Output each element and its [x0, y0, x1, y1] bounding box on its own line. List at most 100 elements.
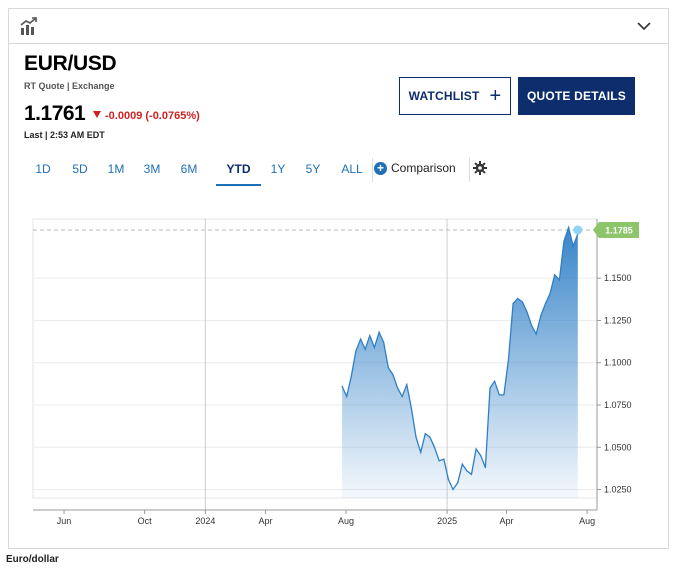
- y-tick-label: 1.0250: [604, 485, 632, 495]
- data-point: [359, 338, 362, 340]
- range-tab-5d[interactable]: 5D: [72, 162, 88, 176]
- data-point: [535, 333, 537, 335]
- data-point: [466, 470, 468, 472]
- data-point: [415, 436, 417, 438]
- range-tab-1m[interactable]: 1M: [107, 162, 125, 176]
- image-caption: Euro/dollar: [6, 554, 59, 565]
- range-tab-1y[interactable]: 1Y: [270, 162, 286, 176]
- x-tick-label: Aug: [338, 516, 354, 526]
- data-point: [387, 367, 389, 369]
- data-point: [396, 387, 399, 389]
- quote-details-label: QUOTE DETAILS: [526, 89, 627, 103]
- x-tick-label: 2024: [195, 516, 215, 526]
- data-point: [373, 346, 376, 349]
- quote-source: RT Quote | Exchange: [24, 81, 115, 91]
- comparison-label: Comparison: [391, 161, 456, 175]
- range-tab-5y[interactable]: 5Y: [305, 162, 321, 176]
- data-point: [572, 245, 574, 247]
- chart-axes: 1.0250 1.0500 1.0750 1.1000 1.1250 1.1500 Jun O…: [33, 219, 639, 526]
- chart-area: [341, 225, 583, 498]
- chevron-down-icon[interactable]: [636, 19, 652, 33]
- last-value-badge: [593, 221, 639, 238]
- data-point: [341, 385, 343, 387]
- chart-grid: [32, 218, 598, 510]
- data-point: [540, 314, 542, 316]
- range-tab-6m[interactable]: 6M: [180, 162, 198, 176]
- data-point: [521, 301, 523, 303]
- quote-details-button[interactable]: QUOTE DETAILS: [518, 77, 635, 115]
- data-point: [378, 331, 380, 333]
- gear-icon[interactable]: [473, 161, 487, 175]
- last-price: 1.1761: [24, 102, 86, 125]
- data-point: [420, 451, 422, 453]
- data-point: [429, 436, 431, 438]
- data-point: [401, 395, 403, 398]
- data-point: [494, 380, 496, 382]
- data-point: [526, 311, 528, 313]
- series-area: [342, 227, 578, 498]
- data-point: [461, 463, 463, 465]
- data-point: [452, 488, 454, 491]
- range-tab-3m[interactable]: 3M: [143, 162, 161, 176]
- data-point: [470, 473, 473, 475]
- last-update-time: Last | 2:53 AM EDT: [24, 130, 105, 140]
- data-point: [392, 373, 394, 376]
- range-tab-all[interactable]: ALL: [341, 162, 363, 176]
- symbol-title: EUR/USD: [24, 52, 117, 75]
- y-tick-label: 1.0500: [604, 442, 632, 452]
- data-point: [549, 292, 551, 294]
- data-point: [554, 274, 556, 276]
- data-point: [558, 279, 560, 281]
- plus-icon: +: [489, 85, 502, 107]
- data-point: [489, 387, 491, 389]
- data-point: [346, 395, 348, 398]
- watchlist-button[interactable]: WATCHLIST +: [399, 77, 511, 115]
- data-point: [507, 358, 510, 360]
- comparison-button[interactable]: + Comparison: [374, 161, 456, 175]
- range-tab-ytd[interactable]: YTD: [216, 158, 261, 186]
- data-point: [457, 482, 459, 484]
- data-point: [424, 433, 426, 435]
- data-point: [443, 458, 445, 460]
- data-point: [563, 240, 565, 242]
- x-tick-label: 2025: [437, 516, 457, 526]
- series-line: [341, 225, 579, 491]
- card-header: [9, 9, 668, 44]
- down-arrow-icon: [93, 111, 101, 118]
- y-tick-label: 1.1000: [604, 358, 632, 368]
- x-tick-label: Aug: [579, 516, 595, 526]
- divider: [372, 158, 373, 182]
- x-tick-label: Jun: [57, 516, 72, 526]
- watchlist-label: WATCHLIST: [408, 89, 480, 103]
- data-point: [484, 466, 486, 469]
- data-point: [406, 384, 408, 386]
- data-point: [531, 324, 533, 327]
- data-point: [480, 455, 482, 457]
- range-tab-1d[interactable]: 1D: [35, 162, 51, 176]
- last-value-label: 1.1785: [605, 225, 633, 235]
- data-point: [475, 448, 477, 450]
- x-tick-label: Apr: [500, 516, 514, 526]
- data-point: [350, 375, 352, 377]
- y-tick-label: 1.1250: [604, 315, 632, 325]
- data-point: [517, 297, 519, 300]
- data-point: [503, 394, 505, 396]
- data-point: [498, 394, 500, 396]
- data-point: [438, 460, 440, 462]
- data-point: [355, 350, 357, 352]
- bar-chart-trend-icon[interactable]: [19, 16, 39, 36]
- y-tick-label: 1.0750: [604, 400, 632, 410]
- last-value-marker: [573, 225, 583, 235]
- data-point: [369, 335, 371, 337]
- data-point: [383, 341, 385, 344]
- data-point: [410, 407, 413, 409]
- divider: [469, 158, 470, 182]
- y-tick-label: 1.1500: [604, 273, 632, 283]
- add-comparison-icon: +: [374, 161, 387, 175]
- x-tick-label: Apr: [258, 516, 272, 526]
- data-point: [364, 348, 366, 350]
- data-point: [447, 478, 450, 480]
- data-point: [568, 226, 570, 229]
- price-change-value: -0.0009 (-0.0765%): [105, 110, 200, 122]
